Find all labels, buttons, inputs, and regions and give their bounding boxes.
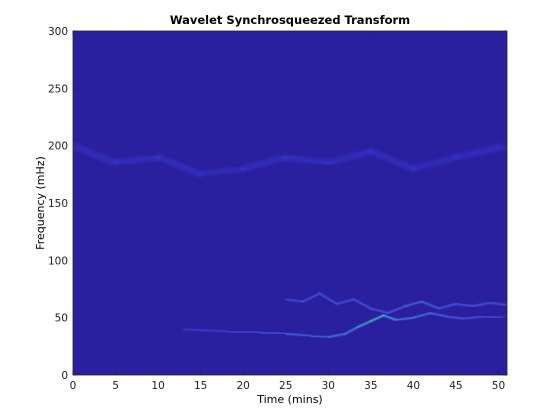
ridge-segment bbox=[357, 320, 372, 328]
ridge-segment bbox=[301, 292, 321, 303]
x-tick-label: 35 bbox=[364, 380, 377, 392]
ridge-segment bbox=[438, 303, 457, 310]
ridge-segment bbox=[429, 312, 449, 318]
ridge-segment bbox=[452, 142, 507, 161]
ridge-segment bbox=[282, 154, 332, 166]
ridge-segment bbox=[353, 298, 372, 310]
ridge-segment bbox=[446, 315, 466, 320]
ridge-segment bbox=[284, 298, 304, 303]
y-tick-label: 100 bbox=[48, 255, 68, 267]
ridge-segment bbox=[112, 154, 162, 166]
x-tick-label: 40 bbox=[407, 380, 420, 392]
ridge-segment bbox=[370, 307, 389, 314]
ridge-series bbox=[182, 312, 507, 338]
y-tick-label: 150 bbox=[48, 198, 68, 210]
x-tick-label: 15 bbox=[194, 380, 207, 392]
ridge-segment bbox=[404, 300, 423, 308]
ridge-segment bbox=[318, 292, 338, 305]
ridge-segment bbox=[259, 331, 287, 335]
ridge-series bbox=[284, 292, 507, 314]
ridge-segment bbox=[367, 148, 417, 172]
ridge-segment bbox=[310, 335, 330, 338]
x-tick-label: 20 bbox=[237, 380, 250, 392]
ridge-series bbox=[73, 142, 507, 178]
x-tick-label: 50 bbox=[492, 380, 505, 392]
ridge-segment bbox=[73, 142, 119, 166]
x-tick-label: 10 bbox=[151, 380, 164, 392]
x-tick-label: 25 bbox=[279, 380, 292, 392]
ridge-segment bbox=[327, 332, 347, 338]
ridge-segment bbox=[412, 312, 432, 319]
ridge-segment bbox=[421, 300, 440, 310]
x-tick-label: 5 bbox=[112, 380, 119, 392]
ridge-segment bbox=[344, 326, 359, 335]
ridge-segment bbox=[382, 314, 398, 321]
ridge-segment bbox=[463, 315, 483, 320]
ridge-segment bbox=[395, 316, 415, 321]
x-tick-label: 30 bbox=[322, 380, 335, 392]
y-tick-label: 250 bbox=[48, 83, 68, 95]
ridge-segment bbox=[387, 305, 406, 314]
ridge-segment bbox=[240, 154, 289, 172]
x-axis: 0 5 10 15 20 25 30 35 40 45 50 bbox=[70, 31, 505, 392]
ridge-segment bbox=[284, 332, 313, 337]
y-tick-label: 300 bbox=[48, 26, 68, 38]
ridge-segment bbox=[370, 314, 385, 322]
ridge-segment bbox=[472, 301, 491, 308]
ridge-segment bbox=[455, 303, 474, 308]
y-tick-label: 50 bbox=[55, 313, 68, 325]
y-tick-label: 200 bbox=[48, 141, 68, 153]
ridge-segment bbox=[225, 330, 262, 334]
heatmap-layer bbox=[73, 142, 507, 338]
ridge-segment bbox=[336, 298, 355, 305]
ridge-segment bbox=[410, 154, 459, 172]
x-tick-label: 0 bbox=[70, 380, 77, 392]
chart-title: Wavelet Synchrosqueezed Transform bbox=[170, 13, 410, 27]
ridge-segment bbox=[480, 315, 507, 319]
y-axis-label: Frequency (mHz) bbox=[34, 156, 47, 250]
x-axis-label: Time (mins) bbox=[256, 393, 322, 406]
ridge-segment bbox=[489, 301, 507, 306]
plot-area bbox=[73, 31, 507, 375]
ridge-segment bbox=[182, 328, 227, 333]
y-axis: 0 50 100 150 200 250 300 bbox=[48, 26, 507, 382]
ridge-segment bbox=[197, 165, 247, 178]
y-tick-label: 0 bbox=[61, 370, 68, 382]
ridge-segment bbox=[325, 148, 374, 166]
x-tick-label: 45 bbox=[449, 380, 462, 392]
ridge-segment bbox=[155, 154, 204, 178]
